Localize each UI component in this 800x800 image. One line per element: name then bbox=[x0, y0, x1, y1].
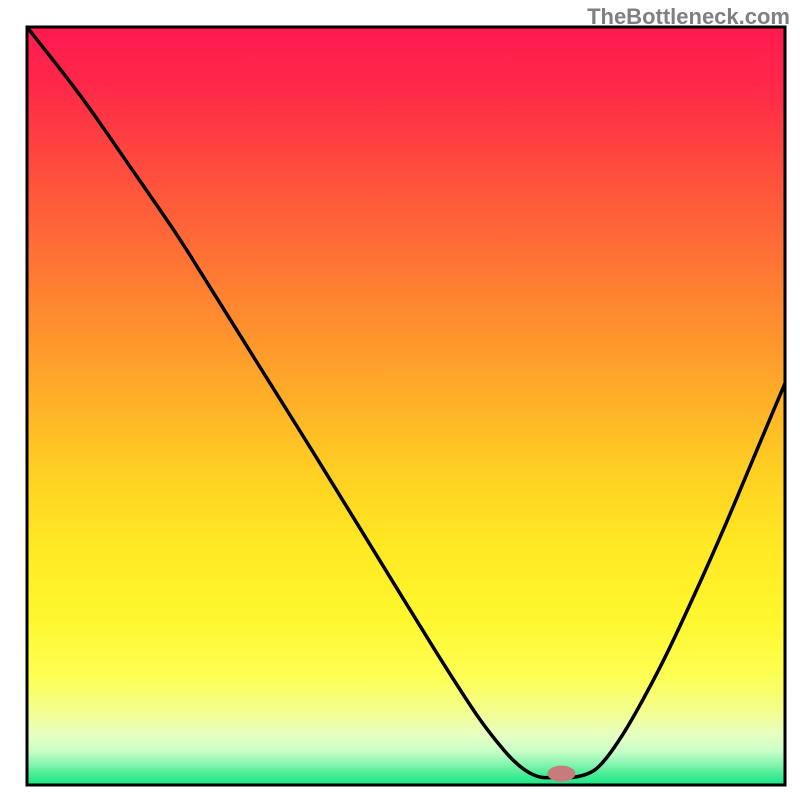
current-config-marker bbox=[547, 766, 575, 782]
chart-container: TheBottleneck.com bbox=[0, 0, 800, 800]
chart-svg bbox=[0, 0, 800, 800]
gradient-background bbox=[27, 27, 785, 785]
watermark-text: TheBottleneck.com bbox=[587, 4, 790, 30]
